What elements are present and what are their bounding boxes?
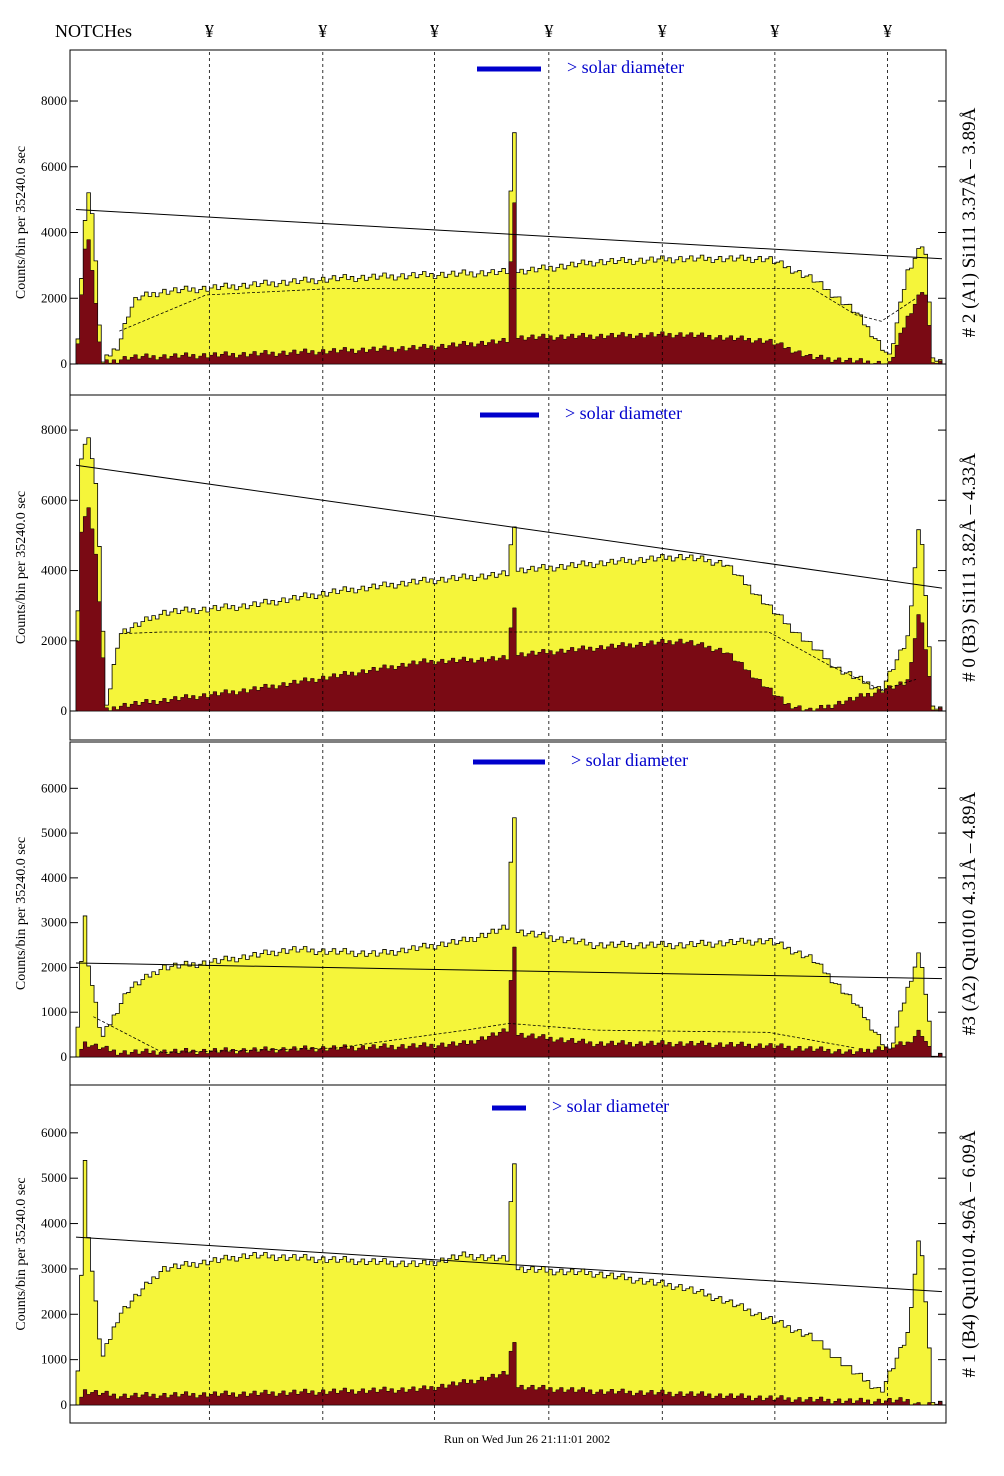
y-tick-label: 2000 [41,1306,67,1321]
subset-counts-histogram [76,946,943,1058]
fit-line [75,962,943,980]
panel-range-label: # 0 (B3) Si111 3.82Å – 4.33Å [959,453,980,682]
y-axis-label: Counts/bin per 35240.0 sec [14,837,29,990]
notch-symbol-3: ¥ [544,21,553,41]
total-counts-histogram [75,1160,943,1406]
notches-label: NOTCHes [55,21,132,41]
total-counts-histogram [75,437,943,712]
y-tick-label: 6000 [41,159,67,174]
panel-3: 0 1000 2000 3000 4000 5000 6000 Counts/bin per … [14,1084,980,1424]
y-tick-label: 3000 [41,915,67,930]
solar-diameter-label: > solar diameter [567,57,684,77]
dashed-curve [119,287,917,332]
subset-counts-histogram [76,1342,943,1406]
y-tick-label: 4000 [41,225,67,240]
y-axis-label: Counts/bin per 35240.0 sec [14,491,29,644]
notch-markers: ¥ ¥ ¥ ¥ ¥ ¥ ¥ [205,21,892,41]
fit-line [75,1236,943,1293]
notch-symbol-5: ¥ [770,21,779,41]
panel-frame [69,1084,947,1424]
y-tick-label: 2000 [41,290,67,305]
y-tick-label: 8000 [41,422,67,437]
fit-line [75,464,943,589]
y-tick-label: 6000 [41,780,67,795]
y-tick-label: 2000 [41,633,67,648]
y-tick-label: 6000 [41,492,67,507]
notch-symbol-2: ¥ [430,21,439,41]
notch-symbol-0: ¥ [205,21,214,41]
chart-panels: 0 2000 4000 6000 8000 Counts/bin per 35240.0 … [14,49,980,1424]
y-tick-label: 6000 [41,1125,67,1140]
subset-counts-histogram [75,507,943,712]
y-tick-label: 5000 [41,825,67,840]
y-tick-label: 0 [61,356,68,371]
solar-diameter-label: > solar diameter [565,403,682,423]
y-axis-label: Counts/bin per 35240.0 sec [14,146,29,299]
notch-symbol-4: ¥ [658,21,667,41]
y-tick-label: 0 [61,703,68,718]
total-counts-histogram [75,817,943,1058]
y-tick-label: 4000 [41,563,67,578]
solar-diameter-label: > solar diameter [552,1096,669,1116]
panel-1: 0 2000 4000 6000 8000 Counts/bin per 35240.0 … [14,394,980,741]
solar-diameter-label: > solar diameter [571,750,688,770]
y-tick-label: 5000 [41,1170,67,1185]
dashed-curve [119,631,917,691]
panel-0: 0 2000 4000 6000 8000 Counts/bin per 35240.0 … [14,49,980,396]
y-axis-label: Counts/bin per 35240.0 sec [14,1177,29,1330]
total-counts-histogram [75,132,943,365]
panel-range-label: # 2 (A1) Si111 3.37Å – 3.89Å [959,107,980,337]
panel-frame [69,394,947,741]
y-tick-label: 8000 [41,93,67,108]
panel-range-label: #3 (A2) Qu1010 4.31Å – 4.89Å [959,792,980,1036]
y-tick-label: 0 [61,1049,68,1064]
fit-line [75,209,943,260]
y-tick-label: 4000 [41,1216,67,1231]
panel-range-label: # 1 (B4) Qu1010 4.96Å – 6.09Å [959,1130,980,1377]
notch-symbol-6: ¥ [883,21,892,41]
subset-counts-histogram [75,202,943,365]
run-footer: Run on Wed Jun 26 21:11:01 2002 [444,1432,610,1446]
dashed-curve [93,1016,856,1053]
y-tick-label: 1000 [41,1004,67,1019]
notch-symbol-1: ¥ [318,21,327,41]
y-tick-label: 3000 [41,1261,67,1276]
y-tick-label: 0 [61,1397,68,1412]
y-tick-label: 2000 [41,959,67,974]
y-tick-label: 4000 [41,870,67,885]
panel-2: 0 1000 2000 3000 4000 5000 6000 Counts/bin per … [14,741,980,1086]
y-tick-label: 1000 [41,1352,67,1367]
